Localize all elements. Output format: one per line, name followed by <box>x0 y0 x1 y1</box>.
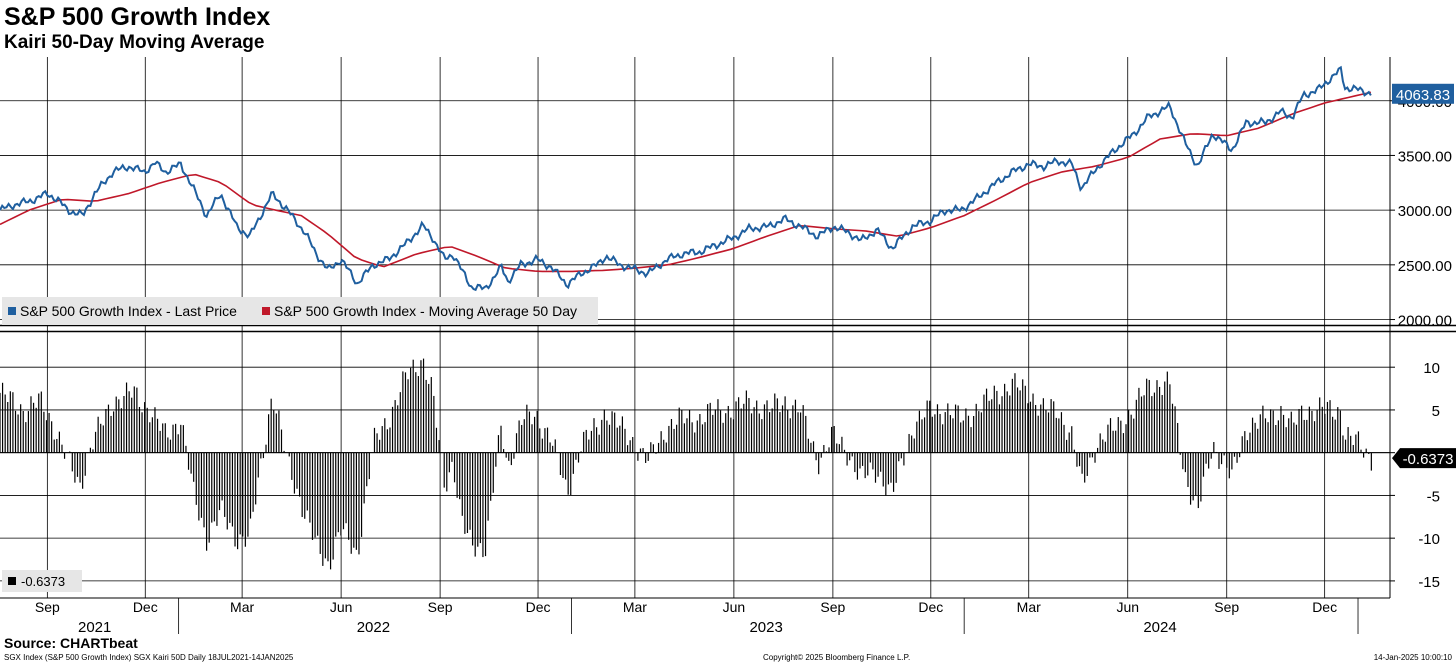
x-tick-label: Sep <box>428 599 453 615</box>
y-tick-label: 2000.00 <box>1398 313 1452 330</box>
y-tick-label: 2500.00 <box>1398 258 1452 275</box>
x-tick-label: Sep <box>820 599 845 615</box>
last-price-tag <box>1392 83 1454 104</box>
legend-label: S&P 500 Growth Index - Moving Average 50… <box>274 303 577 319</box>
x-tick-label: Dec <box>918 599 943 615</box>
kairi-bars <box>0 358 1372 570</box>
x-year-label: 2021 <box>78 619 111 636</box>
last-kairi-label: -0.6373 <box>1403 451 1454 468</box>
y-axis-labels: 2000.002500.003000.003500.004000.001050-… <box>1392 83 1456 591</box>
y-tick-label: -10 <box>1418 531 1440 548</box>
x-tick-label: Dec <box>526 599 551 615</box>
x-tick-label: Sep <box>35 599 60 615</box>
x-tick-label: Mar <box>1017 599 1041 615</box>
x-tick-label: Mar <box>623 599 647 615</box>
x-year-label: 2022 <box>357 619 390 636</box>
chart-title: S&P 500 Growth Index <box>4 3 271 31</box>
x-tick-label: Dec <box>133 599 158 615</box>
y-tick-label: 10 <box>1423 360 1440 377</box>
y-tick-label: -15 <box>1418 574 1440 591</box>
last-kairi-tag <box>1392 448 1456 469</box>
footer-center: Copyright© 2025 Bloomberg Finance L.P. <box>763 653 911 662</box>
x-tick-label: Mar <box>230 599 254 615</box>
x-tick-label: Jun <box>330 599 353 615</box>
price-line <box>0 65 1372 292</box>
legend-swatch <box>8 577 16 585</box>
chart-subtitle: Kairi 50-Day Moving Average <box>4 32 265 53</box>
legend-label: S&P 500 Growth Index - Last Price <box>20 303 237 319</box>
legend-label: -0.6373 <box>21 574 65 589</box>
source-note: Source: CHARTbeat <box>4 635 138 651</box>
x-tick-label: Sep <box>1214 599 1239 615</box>
legend: S&P 500 Growth Index - Last Price S&P 500… <box>2 297 598 592</box>
x-tick-label: Jun <box>1116 599 1139 615</box>
x-year-label: 2023 <box>749 619 782 636</box>
legend-box <box>2 570 82 592</box>
footer-right: 14-Jan-2025 10:00:10 <box>1373 653 1452 662</box>
x-axis-labels: Sep Dec Mar Jun Sep Dec Mar Jun Sep Dec Mar Jun Sep D… <box>35 599 1337 636</box>
y-tick-label: -5 <box>1427 488 1440 505</box>
legend-box <box>2 297 598 325</box>
price-lines <box>0 65 1372 292</box>
legend-swatch <box>262 307 270 315</box>
legend-swatch <box>8 307 16 315</box>
x-tick-label: Dec <box>1312 599 1337 615</box>
y-tick-label: 3000.00 <box>1398 203 1452 220</box>
last-price-label: 4063.83 <box>1396 87 1450 104</box>
moving-average-line <box>0 91 1372 273</box>
x-tick-label: Jun <box>723 599 746 615</box>
footer-left: SGX Index (S&P 500 Growth Index) SGX Kai… <box>4 653 294 662</box>
x-year-label: 2024 <box>1143 619 1176 636</box>
y-tick-label: 3500.00 <box>1398 148 1452 165</box>
y-tick-label: 5 <box>1432 403 1440 420</box>
panel-frame <box>0 57 1456 599</box>
